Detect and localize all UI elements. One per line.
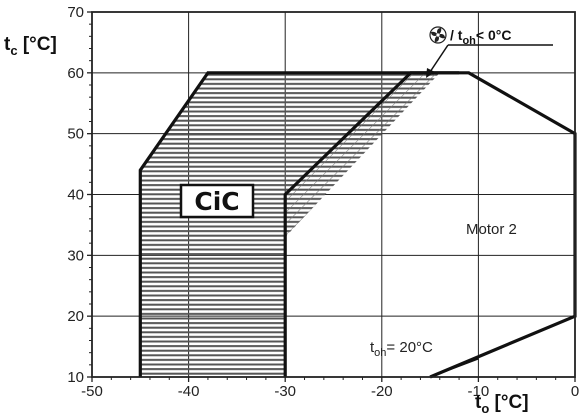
cic-logo: CiC xyxy=(179,183,255,219)
hatched-regions xyxy=(140,72,440,377)
y-tick-label-0: 10 xyxy=(67,369,84,386)
fan-annotation: / toh< 0°C xyxy=(426,26,553,78)
toh-20-label: toh= 20°C xyxy=(370,339,433,359)
x-tick-label-4: -10 xyxy=(468,383,490,400)
y-axis-label: tc [°C] xyxy=(4,34,57,58)
motor-2-label: Motor 2 xyxy=(466,221,517,238)
y-tick-label-2: 30 xyxy=(67,247,84,264)
x-axis-label: to [°C] xyxy=(475,392,529,416)
toh-20-line xyxy=(429,358,479,378)
x-tick-label-0: -50 xyxy=(81,383,103,400)
y-tick-label-3: 40 xyxy=(67,187,84,204)
fan-icon xyxy=(429,26,447,44)
x-tick-label-2: -30 xyxy=(274,383,296,400)
y-tick-label-4: 50 xyxy=(67,126,84,143)
inner-envelope xyxy=(283,71,460,377)
x-tick-label-3: -20 xyxy=(371,383,393,400)
x-tick-label-5: 0 xyxy=(571,383,579,400)
y-tick-label-5: 60 xyxy=(67,65,84,82)
y-tick-label-1: 20 xyxy=(67,308,84,325)
axis-ticks: -50 -40 -30 -20 -10 0 10 20 30 40 50 60 70 xyxy=(67,4,579,400)
x-tick-label-1: -40 xyxy=(178,383,200,400)
y-tick-label-6: 70 xyxy=(67,4,84,21)
diagonal-hatched-region xyxy=(285,72,440,238)
fan-condition-text: / toh< 0°C xyxy=(450,27,511,47)
svg-text:CiC: CiC xyxy=(194,187,239,216)
